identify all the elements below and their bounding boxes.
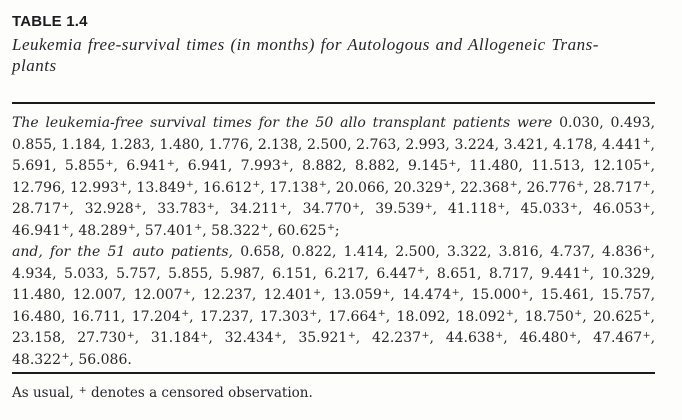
table-caption: Leukemia free-survival times (in months)…	[12, 34, 655, 76]
auto-paragraph: and, for the 51 auto patients, 0.658, 0.…	[12, 242, 655, 371]
bottom-rule	[12, 372, 655, 374]
allo-paragraph: The leukemia-free survival times for the…	[12, 113, 655, 242]
auto-lead-text: and, for the 51 auto patients,	[12, 244, 234, 260]
allo-times-list: 0.030, 0.493, 0.855, 1.184, 1.283, 1.480…	[12, 115, 656, 239]
table-caption-line-1: Leukemia free-survival times (in months)…	[12, 35, 599, 54]
top-rule	[12, 102, 655, 104]
table-caption-line-2: plants	[12, 56, 57, 75]
table-label: TABLE 1.4	[12, 13, 88, 30]
allo-lead-text: The leukemia-free survival times for the…	[12, 115, 553, 131]
survival-times-text: The leukemia-free survival times for the…	[12, 113, 655, 372]
auto-times-list: 0.658, 0.822, 1.414, 2.500, 3.322, 3.816…	[12, 243, 656, 368]
censoring-footnote: As usual, + denotes a censored observati…	[12, 384, 313, 401]
